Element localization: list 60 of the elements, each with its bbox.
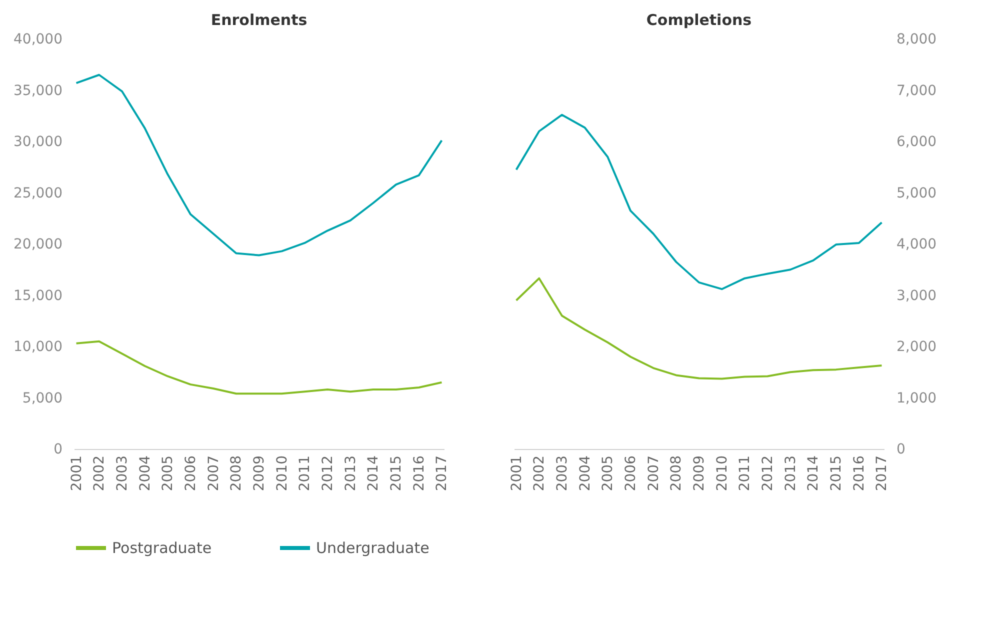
y-tick-label: 20,000	[14, 236, 62, 252]
x-tick-label: 2002	[92, 456, 108, 492]
legend-label: Postgraduate	[112, 539, 212, 557]
line-series	[515, 277, 883, 380]
x-tick-label: 2007	[646, 456, 662, 492]
x-tick-label: 2013	[782, 456, 799, 492]
chart-title: Completions	[646, 11, 752, 29]
x-tick-label: 2013	[342, 456, 359, 492]
x-tick-label: 2010	[714, 456, 730, 492]
x-tick-label: 2008	[668, 456, 685, 492]
y-tick-label: 25,000	[14, 185, 62, 202]
x-tick-label: 2012	[760, 456, 776, 492]
y-tick-label: 15,000	[14, 288, 62, 304]
y-tick-label: 10,000	[14, 339, 62, 355]
y2-tick-label: 7,000	[896, 82, 937, 99]
y2-tick-label: 6,000	[896, 134, 937, 150]
line-series	[75, 340, 443, 395]
x-tick-label: 2006	[622, 455, 639, 492]
x-tick-label: 2002	[532, 456, 548, 492]
x-tick-label: 2011	[297, 456, 314, 492]
line-series	[515, 114, 883, 290]
x-tick-label: 2014	[806, 455, 822, 492]
x-tick-label: 2016	[851, 455, 868, 492]
y-tick-label: 35,000	[14, 82, 62, 99]
y2-tick-label: 1,000	[896, 390, 937, 406]
x-tick-label: 2017	[434, 456, 450, 492]
x-tick-label: 2009	[252, 456, 268, 492]
x-tick-label: 2004	[137, 455, 154, 492]
y-tick-label: 40,000	[14, 32, 62, 48]
x-tick-label: 2016	[411, 455, 428, 492]
legend-label: Undergraduate	[316, 539, 430, 557]
chart-title: Enrolments	[210, 11, 308, 29]
y2-tick-label: 2,000	[896, 339, 937, 355]
x-tick-label: 2005	[600, 456, 616, 492]
y2-tick-label: 4,000	[896, 236, 937, 252]
x-tick-label: 2017	[874, 456, 890, 492]
x-tick-label: 2010	[274, 456, 290, 492]
y-tick-label: 5,000	[22, 390, 62, 406]
y2-tick-label: 3,000	[896, 288, 937, 304]
x-tick-label: 2001	[508, 456, 525, 492]
x-tick-label: 2012	[320, 456, 336, 492]
y2-tick-label: 0	[896, 442, 906, 458]
x-tick-label: 2003	[554, 456, 570, 492]
x-tick-label: 2015	[828, 456, 845, 492]
y2-tick-label: 8,000	[896, 32, 937, 48]
x-tick-label: 2015	[388, 456, 405, 492]
x-tick-label: 2006	[182, 455, 199, 492]
x-tick-label: 2008	[228, 456, 245, 492]
y2-tick-label: 5,000	[896, 185, 937, 202]
y-tick-label: 0	[54, 442, 62, 458]
x-tick-label: 2009	[692, 456, 708, 492]
x-tick-label: 2001	[68, 456, 85, 492]
x-tick-label: 2005	[160, 456, 176, 492]
y-tick-label: 30,000	[14, 134, 62, 150]
x-tick-label: 2007	[206, 456, 222, 492]
x-tick-label: 2014	[366, 455, 382, 492]
x-tick-label: 2011	[737, 456, 754, 492]
x-tick-label: 2003	[114, 456, 130, 492]
line-series	[75, 74, 443, 256]
x-tick-label: 2004	[577, 455, 594, 492]
